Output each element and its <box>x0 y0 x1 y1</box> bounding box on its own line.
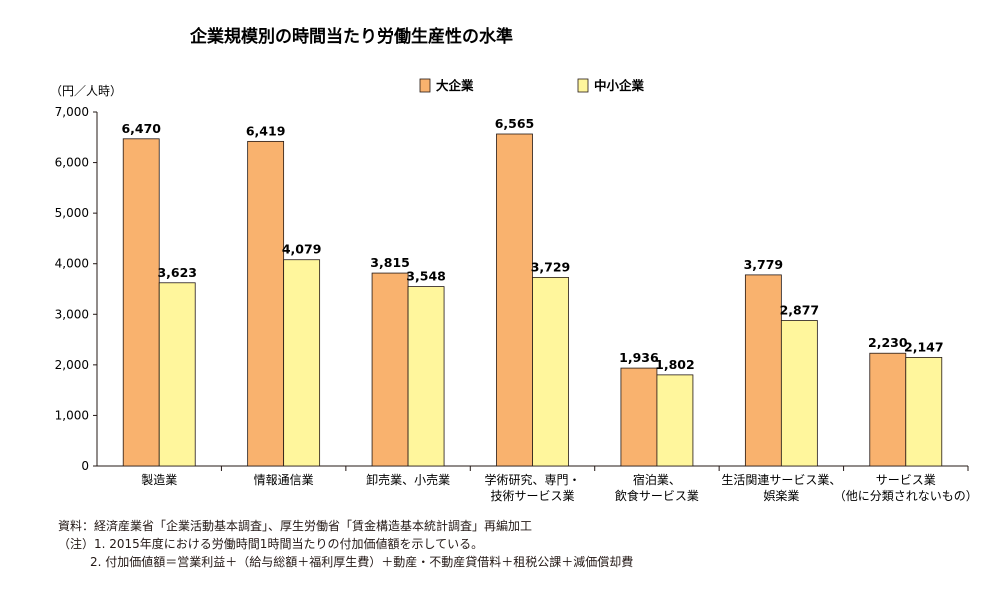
y-tick-label: 0 <box>81 459 89 473</box>
bar-value-label: 2,230 <box>868 335 908 350</box>
y-axis: 0 1,000 2,000 3,000 4,000 5,000 6,000 7,000 <box>55 105 98 473</box>
x-category-label: サービス業 <box>876 473 936 487</box>
bar-value-label: 2,147 <box>904 339 944 354</box>
y-axis-unit-label: （円／人時） <box>50 84 122 98</box>
bar-sme <box>158 282 196 467</box>
legend: 大企業 中小企業 <box>419 78 645 93</box>
y-tick-label: 7,000 <box>55 105 89 119</box>
bar-sme <box>905 357 943 467</box>
y-tick-label: 6,000 <box>55 156 89 170</box>
legend-label: 大企業 <box>436 78 474 93</box>
bar-value-label: 2,877 <box>780 303 820 318</box>
bar-large <box>496 133 533 467</box>
bar-large <box>122 138 160 467</box>
bar-value-label: 6,470 <box>121 121 161 136</box>
bar-value-label: 3,815 <box>370 255 410 270</box>
x-axis: 製造業 情報通信業 卸売業、小売業 学術研究、専門・技術サービス業 宿泊業、飲食サービス… <box>97 465 978 503</box>
bar-value-label: 4,079 <box>282 242 322 257</box>
bar-large <box>869 352 907 467</box>
bar-value-label: 3,623 <box>157 265 197 280</box>
bar-value-label: 6,419 <box>246 123 286 138</box>
bar-chart: 企業規模別の時間当たり労働生産性の水準 （円／人時） 大企業 中小企業 0 1,00… <box>50 26 978 503</box>
legend-swatch <box>577 78 589 93</box>
x-category-label: 卸売業、小売業 <box>366 472 450 487</box>
x-category-label: （他に分類されないもの） <box>834 489 978 503</box>
legend-swatch <box>419 78 431 93</box>
x-category-label: 技術サービス業 <box>490 489 574 503</box>
bar-large <box>371 272 409 467</box>
y-tick-label: 5,000 <box>55 206 89 220</box>
bar-value-label: 1,936 <box>619 350 659 365</box>
note-2: 2. 付加価値額＝営業利益＋（給与総額＋福利厚生費）＋動産・不動産貸借料＋租税公… <box>90 555 634 569</box>
bar-sme <box>407 286 445 467</box>
bars <box>122 133 943 467</box>
legend-label: 中小企業 <box>594 78 645 93</box>
bar-sme <box>780 320 818 467</box>
y-tick-label: 2,000 <box>55 358 89 372</box>
x-category-label: 娯楽業 <box>763 489 799 503</box>
bar-sme <box>283 259 321 467</box>
source-note: 資料：経済産業省「企業活動基本調査」、厚生労働省「賃金構造基本統計調査」再編加工 <box>58 519 533 533</box>
bar-value-label: 3,779 <box>744 257 784 272</box>
y-tick-label: 3,000 <box>55 307 89 321</box>
bar-large <box>744 274 782 467</box>
bar-sme <box>532 277 569 467</box>
y-tick-label: 1,000 <box>55 408 89 422</box>
bar-value-label: 1,802 <box>655 357 695 372</box>
x-category-label: 製造業 <box>141 473 177 487</box>
x-category-label: 学術研究、専門・ <box>484 472 580 487</box>
note-1: （注）1. 2015年度における労働時間1時間当たりの付加価値額を示している。 <box>58 537 484 551</box>
chart-title: 企業規模別の時間当たり労働生産性の水準 <box>189 26 513 47</box>
bar-large <box>247 140 285 467</box>
x-category-label: 情報通信業 <box>254 473 314 487</box>
bar-value-label: 3,729 <box>531 259 571 274</box>
x-category-label: 宿泊業、 <box>633 472 681 487</box>
x-category-label: 飲食サービス業 <box>615 488 699 503</box>
bar-value-label: 6,565 <box>495 116 535 131</box>
bar-large <box>620 367 658 467</box>
y-tick-label: 4,000 <box>55 257 89 271</box>
bar-sme <box>656 374 694 467</box>
bar-value-label: 3,548 <box>406 269 446 284</box>
x-category-label: 生活関連サービス業、 <box>721 473 841 487</box>
notes: 資料：経済産業省「企業活動基本調査」、厚生労働省「賃金構造基本統計調査」再編加工… <box>58 517 633 571</box>
